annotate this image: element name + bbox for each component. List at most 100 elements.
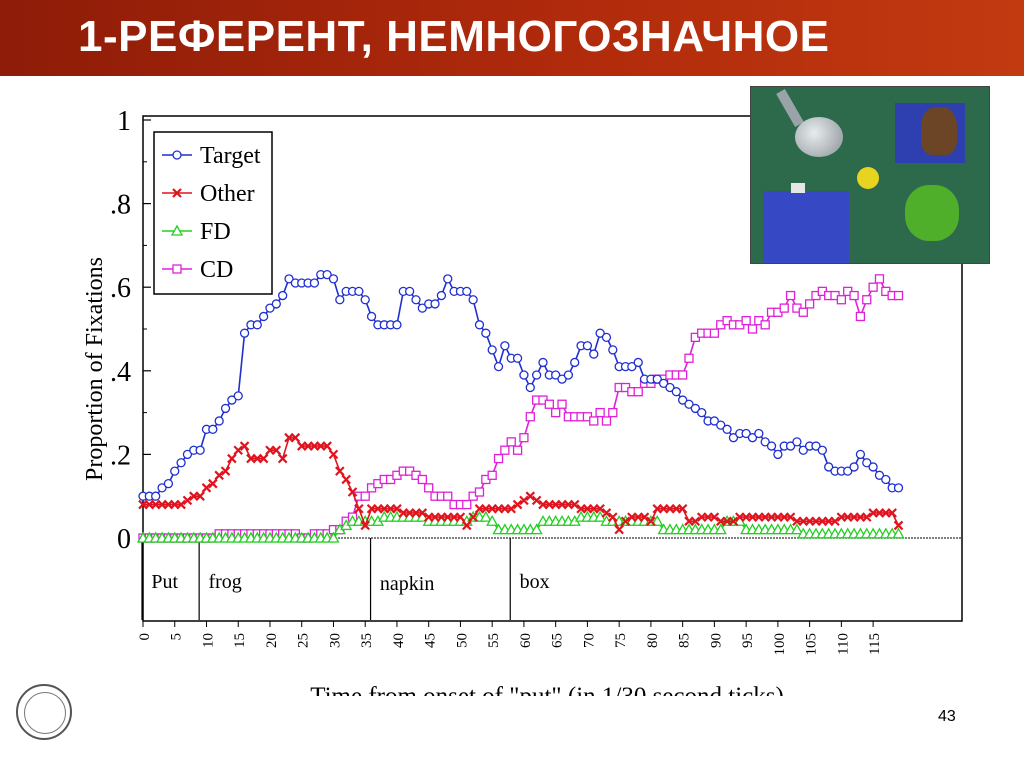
data-point-other [328, 449, 339, 460]
data-point-cd [760, 320, 770, 330]
data-point-target [512, 353, 523, 363]
data-point-target [284, 274, 294, 284]
toy-ball [857, 167, 879, 189]
data-point-other [195, 491, 205, 501]
x-tick-label: 100 [772, 633, 788, 656]
data-point-cd [862, 295, 872, 305]
data-point-target [817, 445, 827, 455]
word-annotation: napkin [380, 573, 434, 595]
data-point-target [366, 311, 377, 322]
plot-frame [142, 115, 963, 622]
data-point-target [881, 474, 891, 485]
data-point-target [893, 483, 904, 493]
data-point-target [538, 357, 548, 368]
data-point-cd [551, 407, 561, 418]
data-point-target [233, 391, 243, 401]
data-point-cd [747, 324, 758, 334]
data-point-other [176, 499, 186, 510]
x-tick-label: 35 [359, 633, 375, 648]
data-point-target [601, 332, 612, 343]
data-point-other [468, 512, 478, 522]
data-point-other [455, 512, 466, 522]
data-point-other [525, 491, 536, 501]
data-point-target [278, 290, 288, 301]
data-point-target [271, 299, 281, 309]
data-point-other [785, 512, 796, 522]
data-point-target [468, 295, 478, 305]
toy-frog [905, 185, 959, 241]
data-point-cd [474, 487, 485, 497]
data-point-cd [500, 445, 510, 455]
data-point-other [462, 520, 472, 531]
data-point-target [557, 374, 567, 384]
data-point-target [214, 416, 224, 426]
data-point-cd [874, 274, 885, 284]
data-point-target [258, 311, 269, 322]
x-tick-label: 90 [708, 633, 724, 648]
data-point-target [754, 428, 764, 439]
data-point-cd [589, 416, 599, 426]
data-point-target [627, 361, 637, 372]
data-point-cd [836, 295, 847, 305]
data-point-other [531, 495, 542, 506]
title-bar: 1-РЕФЕРЕНТ, НЕМНОГОЗНАЧНОЕ [0, 0, 1024, 76]
data-point-cd [678, 370, 688, 380]
data-point-other [620, 516, 631, 527]
data-point-target [443, 274, 453, 284]
data-point-cd [525, 412, 535, 422]
data-point-other [239, 441, 250, 451]
data-point-cd [424, 483, 434, 493]
page-number: 43 [938, 708, 956, 725]
data-point-target [309, 278, 320, 288]
data-point-cd [360, 491, 370, 501]
data-point-target [747, 433, 758, 443]
fixation-chart: Proportion of Fixations Time from onset … [82, 106, 963, 696]
x-tick-label: 45 [423, 633, 439, 648]
legend-marker-cd [172, 264, 182, 274]
data-point-other [354, 503, 364, 514]
data-point-target [405, 286, 415, 297]
data-point-target [151, 491, 161, 501]
pan-handle [776, 89, 804, 127]
data-point-cd [633, 387, 643, 397]
data-point-cd [417, 474, 427, 485]
data-point-target [531, 370, 542, 380]
data-point-target [741, 428, 751, 439]
data-point-cd [557, 399, 567, 409]
x-tick-label: 95 [740, 633, 756, 648]
data-point-target [430, 299, 440, 309]
y-tick-label: .8 [110, 190, 131, 221]
data-point-other [569, 499, 580, 510]
data-point-target [570, 357, 580, 368]
word-annotation: Put [151, 571, 178, 593]
data-point-cd [684, 353, 694, 363]
data-point-target [678, 395, 688, 405]
data-point-cd [798, 307, 808, 317]
data-point-target [633, 357, 643, 368]
data-point-target [182, 449, 193, 460]
data-point-other [258, 453, 269, 464]
slide-title: 1-РЕФЕРЕНТ, НЕМНОГОЗНАЧНОЕ [78, 12, 830, 61]
data-point-cd [443, 491, 453, 501]
data-point-target [722, 424, 732, 434]
data-point-cd [709, 328, 720, 338]
x-tick-label: 115 [867, 633, 883, 655]
data-point-target [798, 445, 808, 455]
data-point-target [481, 328, 491, 338]
data-point-target [868, 462, 878, 472]
y-tick-label: 1 [117, 106, 131, 137]
data-point-target [652, 374, 662, 384]
data-point-cd [487, 470, 497, 480]
data-point-target [658, 378, 669, 388]
data-point-other [861, 512, 872, 522]
data-point-other [227, 453, 237, 464]
data-point-target [608, 345, 618, 355]
data-point-fd [651, 514, 664, 526]
data-point-target [690, 403, 700, 414]
data-point-cd [855, 311, 866, 322]
y-axis-label: Proportion of Fixations [82, 257, 108, 481]
data-point-other [608, 512, 618, 522]
toy-scene-photo [750, 86, 990, 264]
data-point-other [341, 474, 351, 485]
data-point-other [728, 516, 739, 527]
